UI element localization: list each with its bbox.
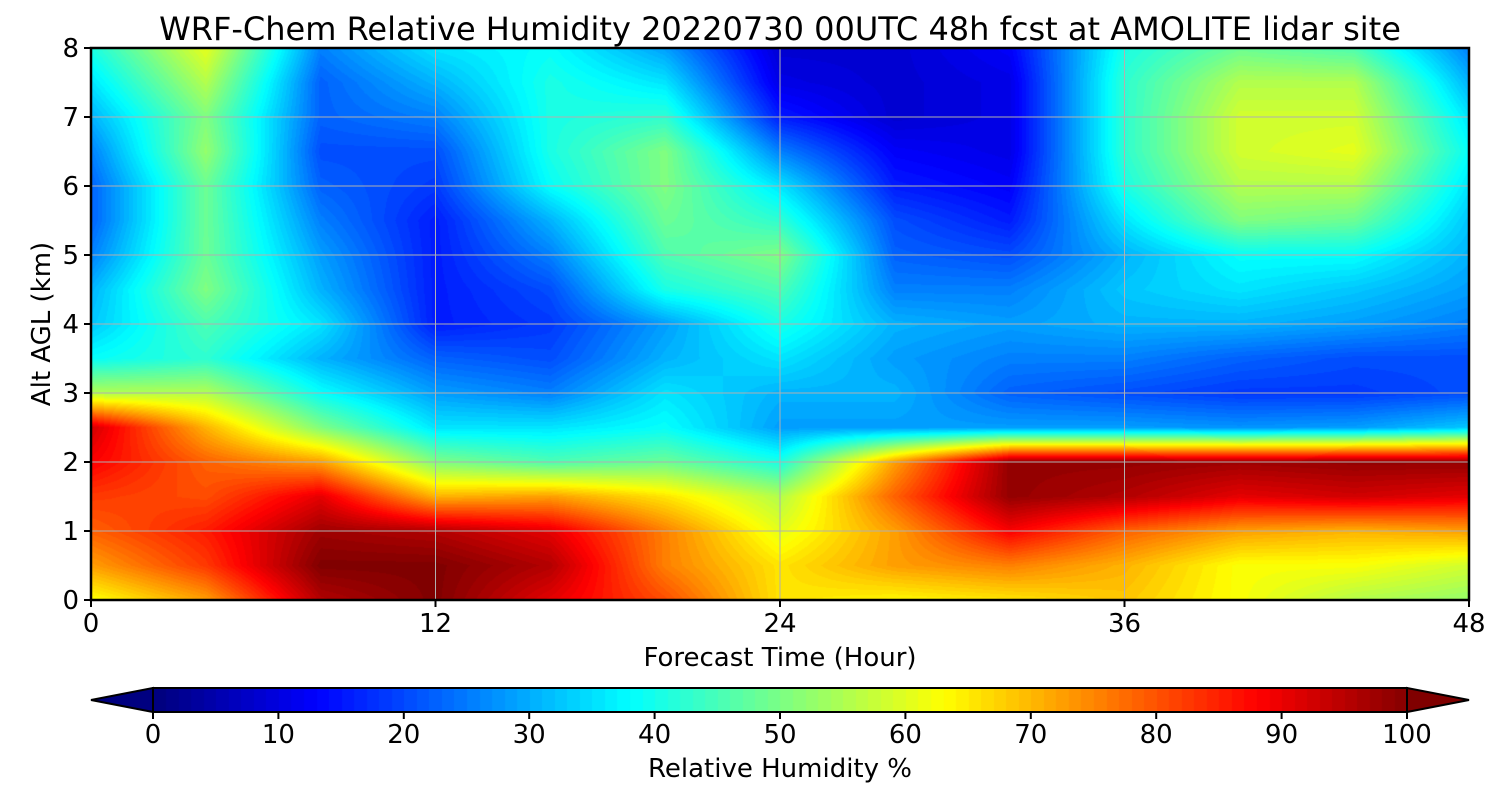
colorbar-tick-label: 100	[1382, 720, 1432, 750]
y-tick-label: 6	[62, 172, 79, 202]
colorbar-tick-label: 70	[1014, 720, 1047, 750]
x-tick-label: 48	[1452, 609, 1485, 639]
y-tick-label: 5	[62, 241, 79, 271]
colorbar-tick-label: 0	[145, 720, 162, 750]
colorbar-tick-label: 50	[763, 720, 796, 750]
y-tick-label: 4	[62, 310, 79, 340]
colorbar-extend-low	[91, 688, 153, 712]
colorbar-ticks: 0 10 20 30 40 50 60 70 80 90 100	[145, 712, 1432, 750]
rh-chart: WRF-Chem Relative Humidity 20220730 00UT…	[0, 0, 1500, 800]
colorbar-tick-label: 40	[638, 720, 671, 750]
y-tick-label: 7	[62, 103, 79, 133]
colorbar-tick-label: 30	[513, 720, 546, 750]
y-tick-label: 1	[62, 517, 79, 547]
colorbar-label: Relative Humidity %	[648, 754, 912, 784]
x-axis-ticks: 0 12 24 36 48	[83, 600, 1486, 639]
y-tick-label: 3	[62, 379, 79, 409]
colorbar: 0 10 20 30 40 50 60 70 80 90 100 Relative Humidity…	[91, 688, 1469, 784]
colorbar-extend-high	[1407, 688, 1469, 712]
colorbar-tick-label: 60	[889, 720, 922, 750]
x-tick-label: 24	[763, 609, 796, 639]
colorbar-tick-label: 20	[387, 720, 420, 750]
colorbar-tick-label: 90	[1265, 720, 1298, 750]
y-tick-label: 2	[62, 448, 79, 478]
x-tick-label: 0	[83, 609, 100, 639]
y-axis-ticks: 0 1 2 3 4 5 6 7 8	[62, 34, 91, 616]
y-tick-label: 8	[62, 34, 79, 64]
colorbar-tick-label: 80	[1140, 720, 1173, 750]
x-tick-label: 36	[1108, 609, 1141, 639]
x-axis-label: Forecast Time (Hour)	[643, 643, 916, 673]
chart-title: WRF-Chem Relative Humidity 20220730 00UT…	[159, 10, 1401, 48]
y-axis-label: Alt AGL (km)	[27, 242, 57, 406]
x-tick-label: 12	[419, 609, 452, 639]
y-tick-label: 0	[62, 586, 79, 616]
colorbar-tick-label: 10	[262, 720, 295, 750]
